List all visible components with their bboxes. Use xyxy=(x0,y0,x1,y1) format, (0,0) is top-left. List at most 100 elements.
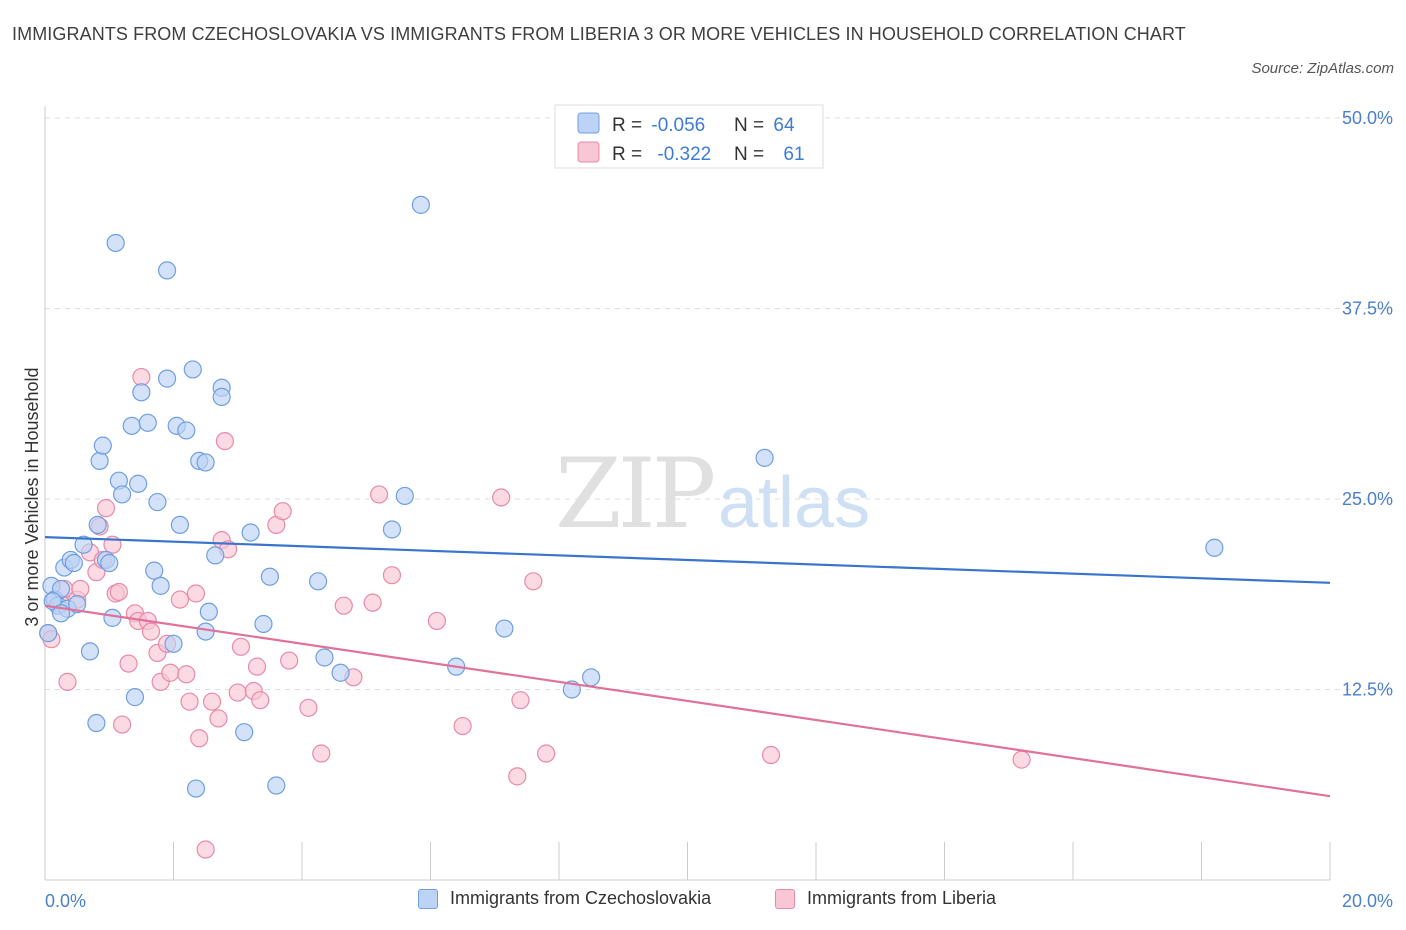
svg-text:N = 61: N = 61 xyxy=(734,144,805,165)
legend-box: R = -0.056 N = 64 R = -0.322 N = 61 xyxy=(554,104,824,169)
czechoslovakia-point-43 xyxy=(212,387,231,406)
legend-swatch-pink xyxy=(577,141,600,163)
liberia-point-51 xyxy=(370,485,389,504)
liberia-point-50 xyxy=(363,593,382,612)
czechoslovakia-point-26 xyxy=(145,561,164,580)
czechoslovakia-point-36 xyxy=(186,779,206,798)
czechoslovakia-point-10 xyxy=(80,642,100,661)
czechoslovakia-point-25 xyxy=(138,413,157,432)
liberia-point-34 xyxy=(209,709,228,728)
czechoslovakia-point-35 xyxy=(183,360,202,379)
czechoslovakia-point-52 xyxy=(382,520,402,539)
source-label: Source: ZipAtlas.com xyxy=(1251,60,1394,77)
czechoslovakia-point-23 xyxy=(129,474,148,493)
liberia-point-5 xyxy=(58,672,77,691)
legend-r-value-2: -0.322 xyxy=(657,144,711,165)
czechoslovakia-point-59 xyxy=(755,448,774,467)
czechoslovakia-point-16 xyxy=(100,553,119,573)
czechoslovakia-point-8 xyxy=(68,595,87,614)
czechoslovakia-point-41 xyxy=(206,546,225,565)
czechoslovakia-point-48 xyxy=(267,776,286,795)
czechoslovakia-point-31 xyxy=(164,634,183,653)
liberia-point-58 xyxy=(524,572,543,591)
liberia-point-15 xyxy=(109,582,128,602)
czechoslovakia-point-44 xyxy=(235,723,254,742)
legend-n-label-1: N = xyxy=(734,115,769,136)
czechoslovakia-point-7 xyxy=(64,553,84,573)
liberia-point-56 xyxy=(508,767,527,786)
czechoslovakia-point-50 xyxy=(315,648,334,667)
czechoslovakia-point-18 xyxy=(106,233,125,253)
legend-swatch-liberia xyxy=(775,888,795,909)
liberia-point-42 xyxy=(251,691,270,710)
liberia-point-46 xyxy=(299,698,318,717)
legend-n-value-2: 61 xyxy=(783,144,804,165)
watermark-zip: ZIP xyxy=(555,438,714,550)
trend-lines xyxy=(44,536,1331,798)
liberia-point-33 xyxy=(202,692,222,711)
liberia-point-7 xyxy=(71,579,90,599)
liberia-point-47 xyxy=(312,744,331,763)
czechoslovakia-point-27 xyxy=(148,492,167,512)
legend-swatch-blue xyxy=(577,112,600,134)
czechoslovakia-point-21 xyxy=(122,416,141,435)
legend-label-czechoslovakia: Immigrants from Czechoslovakia xyxy=(450,888,712,908)
czechoslovakia-trend-line xyxy=(44,536,1331,584)
czechoslovakia-point-53 xyxy=(395,486,414,506)
svg-text:R = -0.322: R = -0.322 xyxy=(612,144,711,165)
czechoslovakia-point-28 xyxy=(151,576,170,595)
y-tick-label-3: 50.0% xyxy=(1342,108,1393,128)
legend-item-liberia: Immigrants from Liberia xyxy=(775,888,996,909)
liberia-point-26 xyxy=(161,663,180,682)
czechoslovakia-point-11 xyxy=(87,713,106,733)
legend-n-value-1: 64 xyxy=(773,115,795,136)
liberia-point-61 xyxy=(1012,750,1031,769)
liberia-point-28 xyxy=(177,665,196,684)
legend-item-czechoslovakia: Immigrants from Czechoslovakia xyxy=(418,888,711,909)
legend-label-liberia: Immigrants from Liberia xyxy=(807,888,997,908)
liberia-point-60 xyxy=(761,745,781,765)
czechoslovakia-point-60 xyxy=(1205,538,1224,557)
czechoslovakia-point-39 xyxy=(196,622,215,641)
legend-r-label-2: R = xyxy=(612,144,647,165)
axes xyxy=(44,106,1331,881)
x-tick-label-0: 0.0% xyxy=(45,891,86,911)
liberia-point-36 xyxy=(215,431,234,451)
liberia-point-52 xyxy=(382,566,402,585)
liberia-point-39 xyxy=(231,637,251,656)
legend-n-label-2: N = xyxy=(734,144,769,165)
liberia-point-32 xyxy=(196,840,215,859)
liberia-point-44 xyxy=(273,502,292,521)
czechoslovakia-point-38 xyxy=(196,453,215,472)
gridlines xyxy=(45,117,1390,690)
czechoslovakia-point-61 xyxy=(39,624,58,643)
czechoslovakia-point-58 xyxy=(582,668,601,687)
bottom-legend: Immigrants from Czechoslovakia Immigrant… xyxy=(0,888,1406,918)
czechoslovakia-point-24 xyxy=(132,383,151,402)
czechoslovakia-point-34 xyxy=(177,421,196,440)
watermark-atlas: atlas xyxy=(718,463,870,543)
watermark: ZIP atlas xyxy=(555,438,870,550)
liberia-point-12 xyxy=(96,499,116,518)
liberia-point-22 xyxy=(141,622,161,641)
liberia-point-30 xyxy=(186,584,206,603)
liberia-point-20 xyxy=(132,367,151,387)
czechoslovakia-point-46 xyxy=(254,614,273,634)
legend-r-label-1: R = xyxy=(612,115,647,136)
czechoslovakia-point-29 xyxy=(157,261,177,280)
czechoslovakia-point-54 xyxy=(411,195,430,214)
czechoslovakia-point-51 xyxy=(331,663,350,682)
liberia-point-55 xyxy=(492,488,511,507)
liberia-point-27 xyxy=(170,590,190,609)
y-tick-label-2: 37.5% xyxy=(1342,299,1393,319)
liberia-point-54 xyxy=(453,716,472,736)
liberia-point-17 xyxy=(119,654,138,673)
legend-r-value-1: -0.056 xyxy=(651,115,705,136)
liberia-point-57 xyxy=(511,691,530,710)
tick-labels: 12.5% 25.0% 37.5% 50.0% 0.0% 20.0% xyxy=(45,108,1393,911)
legend-swatch-czechoslovakia xyxy=(418,888,438,909)
czechoslovakia-point-56 xyxy=(495,619,514,638)
chart-title: IMMIGRANTS FROM CZECHOSLOVAKIA VS IMMIGR… xyxy=(12,24,1186,44)
x-tick-label-1: 20.0% xyxy=(1342,891,1393,911)
